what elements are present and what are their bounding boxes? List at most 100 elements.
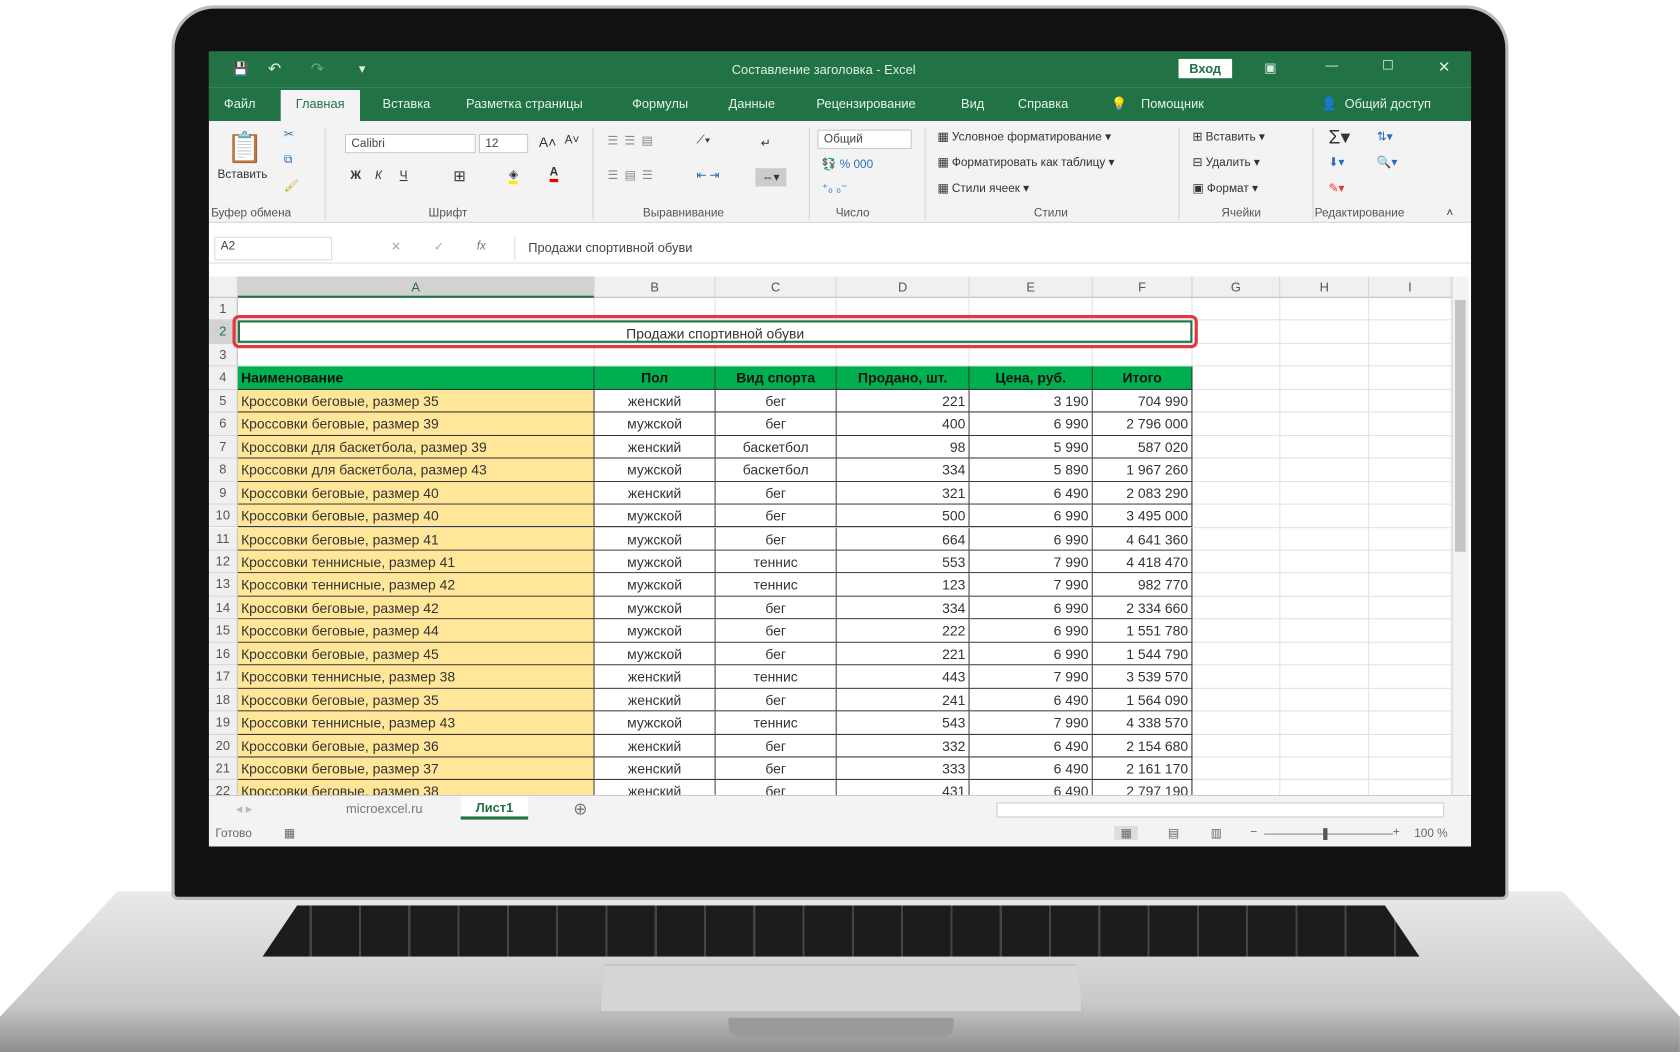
table-cell[interactable]: 221: [836, 642, 970, 666]
table-cell[interactable]: Кроссовки беговые, размер 36: [237, 734, 595, 758]
table-cell[interactable]: 704 990: [1092, 389, 1193, 413]
borders-icon[interactable]: ⊞: [453, 167, 466, 185]
table-cell[interactable]: 7 990: [969, 711, 1093, 735]
table-cell[interactable]: 222: [836, 619, 970, 643]
row-header[interactable]: 2: [208, 320, 238, 344]
font-color-icon[interactable]: A: [549, 166, 559, 183]
table-cell[interactable]: 2 083 290: [1092, 481, 1193, 505]
table-cell[interactable]: Кроссовки для баскетбола, размер 39: [237, 435, 595, 459]
table-cell[interactable]: бег: [715, 504, 837, 528]
italic-button[interactable]: К: [374, 169, 382, 183]
table-cell[interactable]: женский: [594, 389, 716, 413]
table-cell[interactable]: бег: [715, 734, 837, 758]
row-header[interactable]: 21: [208, 757, 238, 781]
table-cell[interactable]: бег: [715, 596, 837, 620]
fill-icon[interactable]: ⬇▾: [1328, 156, 1345, 170]
login-button[interactable]: Вход: [1178, 58, 1232, 79]
table-cell[interactable]: Кроссовки беговые, размер 39: [237, 412, 595, 436]
row-header[interactable]: 3: [208, 343, 238, 367]
table-cell[interactable]: 6 490: [969, 688, 1093, 712]
table-cell[interactable]: 6 990: [969, 619, 1093, 643]
currency-icon[interactable]: 💱 % 000: [821, 158, 874, 172]
table-cell[interactable]: женский: [594, 757, 716, 781]
tab-view[interactable]: Вид: [961, 96, 985, 112]
close-button[interactable]: ✕: [1437, 57, 1451, 75]
table-cell[interactable]: 241: [836, 688, 970, 712]
row-header[interactable]: 15: [208, 619, 238, 643]
spreadsheet-grid[interactable]: A B C D E F G H I 1 2 3 4 5 6 7 8 9 10 11 12 13 14 15 16 17 18 19 20…: [208, 276, 1472, 847]
merge-center-button[interactable]: ⇔▾: [755, 168, 786, 187]
table-cell[interactable]: 98: [836, 435, 970, 459]
undo-icon[interactable]: ↶: [267, 59, 282, 79]
horizontal-align-icons[interactable]: ☰▤☰: [607, 169, 660, 183]
zoom-slider-thumb[interactable]: [1323, 828, 1328, 840]
table-cell[interactable]: 6 490: [969, 734, 1093, 758]
underline-button[interactable]: Ч: [399, 169, 408, 183]
table-cell[interactable]: 6 990: [969, 596, 1093, 620]
table-cell[interactable]: 123: [836, 573, 970, 597]
table-cell[interactable]: 332: [836, 734, 970, 758]
table-cell[interactable]: 5 890: [969, 458, 1093, 482]
sheet-scroll-arrows[interactable]: ◂ ▸: [235, 801, 253, 817]
row-header[interactable]: 8: [208, 458, 238, 482]
table-cell[interactable]: мужской: [594, 550, 716, 574]
copy-icon[interactable]: ⧉: [283, 153, 293, 167]
table-cell[interactable]: баскетбол: [715, 435, 837, 459]
table-cell[interactable]: Кроссовки теннисные, размер 42: [237, 573, 595, 597]
table-cell[interactable]: 500: [836, 504, 970, 528]
cell-styles-button[interactable]: ▦ Стили ячеек ▾: [937, 182, 1030, 195]
row-header[interactable]: 7: [208, 435, 238, 459]
table-cell[interactable]: Кроссовки беговые, размер 35: [237, 389, 595, 413]
row-header[interactable]: 16: [208, 642, 238, 666]
format-as-table-button[interactable]: ▦ Форматировать как таблицу ▾: [937, 156, 1115, 170]
page-layout-view-icon[interactable]: ▤: [1167, 827, 1179, 840]
table-cell[interactable]: 333: [836, 757, 970, 781]
table-cell[interactable]: Кроссовки беговые, размер 40: [237, 481, 595, 505]
enter-icon[interactable]: ✓: [433, 241, 444, 254]
column-header-F[interactable]: F: [1092, 276, 1193, 298]
column-header-D[interactable]: D: [836, 276, 970, 298]
normal-view-icon[interactable]: ▦: [1114, 826, 1139, 840]
share-button[interactable]: Общий доступ: [1344, 96, 1431, 112]
table-cell[interactable]: женский: [594, 688, 716, 712]
zoom-out-button[interactable]: −: [1250, 826, 1258, 839]
insert-function-button[interactable]: fx: [476, 239, 486, 253]
column-header-H[interactable]: H: [1280, 276, 1370, 298]
table-cell[interactable]: бег: [715, 412, 837, 436]
row-header[interactable]: 5: [208, 389, 238, 413]
table-cell[interactable]: Кроссовки беговые, размер 40: [237, 504, 595, 528]
table-cell[interactable]: бег: [715, 389, 837, 413]
indent-icons[interactable]: ⇤ ⇥: [696, 169, 720, 183]
table-cell[interactable]: 982 770: [1092, 573, 1193, 597]
sheet-tab-microexcel[interactable]: microexcel.ru: [346, 801, 423, 817]
table-cell[interactable]: мужской: [594, 504, 716, 528]
table-cell[interactable]: 6 490: [969, 481, 1093, 505]
table-cell[interactable]: теннис: [715, 711, 837, 735]
row-header[interactable]: 20: [208, 734, 238, 758]
minimize-button[interactable]: —: [1325, 57, 1339, 73]
tab-data[interactable]: Данные: [728, 96, 776, 112]
table-cell[interactable]: 4 338 570: [1092, 711, 1193, 735]
table-cell[interactable]: 6 990: [969, 412, 1093, 436]
table-cell[interactable]: 2 161 170: [1092, 757, 1193, 781]
table-cell[interactable]: бег: [715, 688, 837, 712]
row-header[interactable]: 19: [208, 711, 238, 735]
cut-icon[interactable]: ✂: [283, 128, 294, 142]
table-cell[interactable]: Кроссовки теннисные, размер 38: [237, 665, 595, 689]
conditional-formatting-button[interactable]: ▦ Условное форматирование ▾: [937, 130, 1112, 144]
table-cell[interactable]: 4 641 360: [1092, 527, 1193, 551]
tab-formulas[interactable]: Формулы: [632, 96, 689, 112]
table-cell[interactable]: женский: [594, 734, 716, 758]
row-header[interactable]: 1: [208, 297, 238, 321]
row-header[interactable]: 10: [208, 504, 238, 528]
increase-font-icon[interactable]: A˄: [538, 133, 557, 150]
find-select-icon[interactable]: 🔍▾: [1376, 156, 1398, 170]
number-format-select[interactable]: Общий: [817, 129, 912, 149]
row-header[interactable]: 14: [208, 596, 238, 620]
row-header[interactable]: 17: [208, 665, 238, 689]
maximize-button[interactable]: ☐: [1382, 57, 1394, 73]
column-header-G[interactable]: G: [1192, 276, 1281, 298]
add-sheet-button[interactable]: ⊕: [573, 800, 588, 819]
table-header-cell[interactable]: Итого: [1092, 366, 1193, 390]
table-cell[interactable]: 664: [836, 527, 970, 551]
